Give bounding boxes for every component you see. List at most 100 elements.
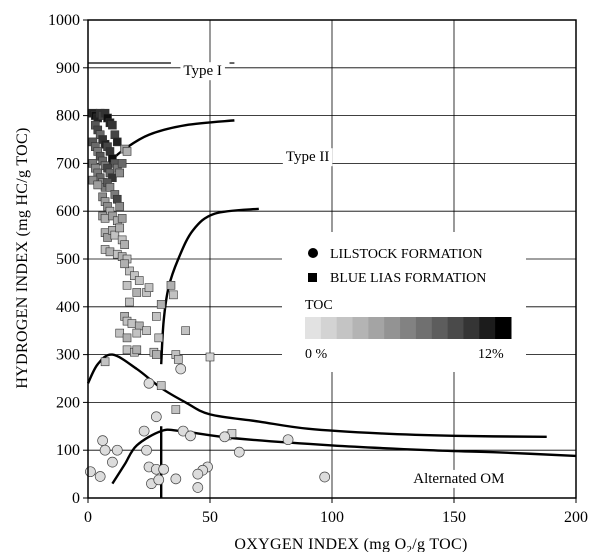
lilstock-point (143, 377, 155, 389)
blue-lias-point (122, 147, 132, 156)
blue-lias-point (110, 130, 120, 140)
blue-lias-point (115, 168, 125, 178)
x-tick-label: 100 (320, 509, 344, 526)
toc-color-scale (305, 317, 512, 339)
blue-lias-point (103, 233, 112, 242)
lilstock-point (153, 474, 165, 486)
lilstock-point (85, 466, 96, 478)
lilstock-point (111, 444, 123, 456)
data-points (85, 108, 331, 493)
toc-scale-swatch (431, 317, 449, 339)
blue-lias-point (130, 271, 139, 281)
x-axis-label-part: OXYGEN INDEX (mg O (234, 536, 406, 552)
toc-scale-swatch (495, 317, 512, 339)
lilstock-point (219, 431, 230, 443)
blue-lias-point (156, 300, 166, 309)
y-tick-label: 700 (56, 155, 80, 172)
blue-lias-point (120, 259, 129, 269)
toc-scale-max-label: 12% (478, 347, 504, 362)
annotation-background (282, 148, 333, 167)
blue-lias-point (134, 276, 144, 285)
blue-lias-point (110, 230, 120, 240)
legend-label-lilstock: LILSTOCK FORMATION (330, 247, 483, 262)
y-tick-label: 1000 (48, 12, 80, 29)
legend-circle-marker (308, 248, 318, 258)
toc-scale-swatch (400, 317, 417, 339)
blue-lias-point (122, 280, 132, 290)
toc-scale-min-label: 0 % (305, 347, 328, 362)
blue-lias-point (171, 405, 181, 414)
legend: LILSTOCK FORMATION BLUE LIAS FORMATION T… (282, 232, 526, 372)
legend-square-marker (308, 273, 317, 282)
annotation-label: Type II (286, 149, 330, 165)
blue-lias-point (134, 321, 144, 331)
blue-lias-point (173, 355, 183, 364)
blue-lias-point (122, 345, 132, 355)
blue-lias-point (115, 223, 125, 233)
blue-lias-point (152, 350, 161, 359)
toc-scale-swatch (415, 317, 433, 339)
toc-scale-swatch (320, 317, 338, 339)
lilstock-point (107, 456, 118, 468)
lilstock-point (282, 434, 294, 446)
x-tick-label: 50 (202, 509, 218, 526)
toc-scale-swatch (368, 317, 385, 339)
blue-lias-point (122, 333, 132, 343)
lilstock-point (170, 473, 182, 485)
y-tick-label: 0 (72, 490, 80, 507)
blue-lias-point (154, 333, 164, 343)
lilstock-point (97, 435, 108, 446)
blue-lias-point (117, 159, 127, 168)
blue-lias-point (156, 381, 166, 390)
blue-lias-point (120, 240, 129, 249)
blue-lias-point (105, 247, 115, 257)
annotations: Type I Type II Alternated OM (180, 62, 508, 488)
y-axis-label: HYDROGEN INDEX (mg HC/g TOC) (14, 127, 31, 388)
toc-scale-swatch (305, 317, 322, 339)
blue-lias-point (117, 214, 127, 223)
lilstock-point (141, 444, 152, 456)
x-tick-label: 0 (84, 509, 92, 526)
toc-scale-swatch (447, 317, 464, 339)
lilstock-point (185, 430, 196, 442)
blue-lias-point (108, 173, 117, 183)
y-tick-label: 800 (56, 108, 80, 125)
blue-lias-point (100, 357, 110, 367)
axis-ticks: 0 100 200 300 400 500 600 700 800 900 1000 0 50 100 15… (48, 12, 588, 526)
kerogen-curve (160, 207, 259, 365)
y-tick-label: 300 (56, 347, 80, 364)
annotation-background (410, 469, 508, 488)
lilstock-point (150, 411, 162, 423)
y-tick-label: 500 (56, 251, 80, 268)
x-tick-label: 150 (442, 509, 466, 526)
blue-lias-point (93, 180, 103, 190)
lilstock-point (99, 444, 111, 456)
toc-scale-swatch (336, 317, 354, 339)
legend-label-blue-lias: BLUE LIAS FORMATION (330, 271, 486, 286)
blue-lias-point (112, 194, 122, 204)
blue-lias-point (125, 266, 134, 276)
y-tick-label: 600 (56, 203, 80, 220)
toc-scale-swatch (352, 317, 369, 339)
lilstock-point (192, 482, 204, 493)
y-tick-label: 200 (56, 394, 80, 411)
blue-lias-point (169, 290, 178, 300)
x-axis-label-part: /g TOC) (412, 536, 467, 552)
y-tick-label: 900 (56, 60, 80, 77)
kerogen-curve (86, 353, 547, 439)
toc-scale-swatch (384, 317, 401, 339)
blue-lias-point (115, 202, 125, 211)
y-tick-label: 400 (56, 299, 80, 316)
x-axis-label-subscript: 2 (406, 544, 412, 552)
blue-lias-point (115, 328, 125, 338)
annotation-background (180, 62, 225, 81)
blue-lias-point (105, 147, 115, 156)
blue-lias-point (88, 175, 98, 185)
lilstock-point (319, 471, 331, 483)
blue-lias-point (125, 297, 134, 307)
blue-lias-point (100, 214, 110, 223)
lilstock-point (138, 425, 150, 437)
y-tick-label: 100 (56, 442, 80, 459)
lilstock-point (175, 363, 187, 375)
x-axis-label: OXYGEN INDEX (mg O2/g TOC) (234, 536, 467, 552)
